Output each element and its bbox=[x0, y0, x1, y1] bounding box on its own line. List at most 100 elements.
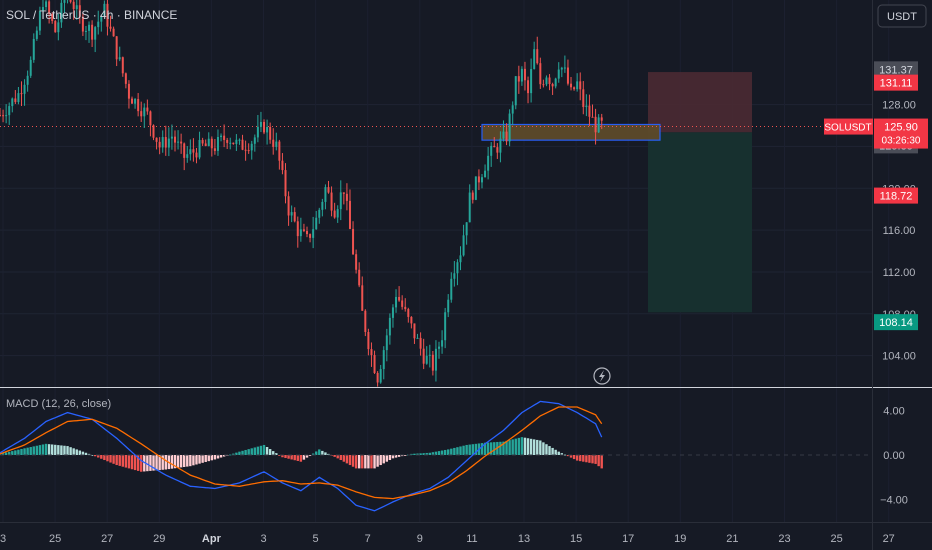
candle-body bbox=[585, 105, 588, 108]
macd-histogram-bar bbox=[201, 455, 204, 463]
candle-body bbox=[247, 150, 250, 152]
macd-histogram-bar bbox=[520, 437, 524, 455]
macd-histogram-bar bbox=[152, 455, 155, 471]
candle-body bbox=[358, 269, 361, 286]
candle-body bbox=[100, 16, 103, 22]
macd-histogram-bar bbox=[434, 451, 438, 455]
candle-body bbox=[523, 68, 526, 81]
candle-body bbox=[259, 121, 262, 127]
candle-body bbox=[161, 137, 164, 148]
candle-body bbox=[530, 69, 533, 94]
macd-histogram-bar bbox=[566, 455, 570, 457]
macd-histogram-bar bbox=[54, 444, 57, 455]
candle-body bbox=[177, 141, 180, 143]
macd-histogram-bar bbox=[4, 452, 8, 455]
candle-body bbox=[23, 84, 26, 94]
time-tick-label: 23 bbox=[778, 533, 790, 545]
macd-histogram-bar bbox=[268, 449, 272, 455]
entry-top-tag-bg bbox=[874, 74, 918, 91]
macd-histogram-bar bbox=[155, 455, 158, 471]
macd-histogram-bar bbox=[302, 455, 306, 460]
symbol-tag: SOLUSDT bbox=[824, 123, 871, 134]
candle-body bbox=[306, 230, 308, 235]
macd-histogram-bar bbox=[75, 449, 78, 455]
macd-histogram-bar bbox=[232, 453, 235, 455]
candle-body bbox=[75, 5, 78, 10]
candle-body bbox=[155, 137, 158, 142]
time-tick-label: 11 bbox=[466, 533, 477, 545]
candle-body bbox=[220, 135, 223, 137]
macd-histogram bbox=[0, 437, 872, 472]
macd-histogram-bar bbox=[526, 438, 530, 455]
candle-body bbox=[11, 98, 14, 107]
candle-body bbox=[293, 212, 296, 222]
lightning-icon-bolt bbox=[599, 370, 605, 382]
macd-histogram-bar bbox=[351, 455, 355, 467]
macd-histogram-bar bbox=[361, 455, 364, 469]
candle-body bbox=[539, 63, 542, 85]
macd-histogram-bar bbox=[585, 455, 588, 463]
macd-histogram-bar bbox=[63, 445, 66, 455]
candle-body bbox=[339, 192, 342, 210]
macd-histogram-bar bbox=[158, 455, 161, 471]
candle-body bbox=[216, 136, 219, 151]
macd-histogram-bar bbox=[1, 453, 5, 455]
candle-body bbox=[134, 99, 137, 104]
macd-histogram-bar bbox=[66, 446, 69, 455]
candle-body bbox=[385, 335, 388, 351]
candle-body bbox=[551, 84, 554, 87]
candle-body bbox=[453, 273, 456, 279]
candle-body bbox=[367, 331, 370, 350]
macd-histogram-bar bbox=[357, 455, 361, 469]
candle-body bbox=[404, 306, 407, 310]
macd-histogram-bar bbox=[213, 455, 217, 460]
macd-histogram-bar bbox=[431, 452, 435, 455]
macd-histogram-bar bbox=[545, 444, 548, 455]
macd-histogram-bar bbox=[336, 455, 339, 459]
macd-histogram-bar bbox=[490, 442, 493, 455]
candle-body bbox=[235, 139, 238, 145]
macd-histogram-bar bbox=[483, 442, 487, 455]
macd-histogram-bar bbox=[20, 448, 23, 455]
macd-histogram-bar bbox=[198, 455, 201, 464]
symbol-title: SOL / TetherUS · 4h · BINANCE bbox=[6, 8, 177, 22]
macd-histogram-bar bbox=[511, 439, 514, 455]
macd-histogram-bar bbox=[468, 444, 471, 455]
macd-histogram-bar bbox=[428, 452, 431, 455]
macd-histogram-bar bbox=[47, 444, 51, 455]
time-tick-label: 5 bbox=[313, 533, 319, 545]
macd-histogram-bar bbox=[502, 441, 505, 455]
lightning-icon bbox=[593, 367, 611, 385]
candle-body bbox=[520, 68, 523, 82]
macd-histogram-bar bbox=[532, 439, 536, 455]
candle-body bbox=[576, 81, 579, 90]
candle-body bbox=[477, 176, 480, 183]
candle-body bbox=[48, 1, 51, 14]
macd-histogram-bar bbox=[296, 455, 299, 461]
macd-histogram-bar bbox=[81, 451, 85, 455]
candle-body bbox=[192, 149, 195, 153]
candle-body bbox=[63, 0, 66, 3]
macd-histogram-bar bbox=[474, 443, 478, 455]
macd-histogram-bar bbox=[287, 455, 290, 459]
macd-histogram-bar bbox=[388, 455, 392, 461]
macd-histogram-bar bbox=[146, 455, 149, 472]
macd-histogram-bar bbox=[400, 455, 404, 457]
macd-histogram-bar bbox=[333, 455, 336, 457]
macd-histogram-bar bbox=[229, 454, 232, 456]
macd-histogram-bar bbox=[422, 453, 425, 455]
candle-body bbox=[462, 235, 465, 256]
macd-histogram-bar bbox=[443, 449, 447, 455]
candle-body bbox=[419, 337, 422, 349]
macd-histogram-bar bbox=[44, 443, 48, 455]
signal-line bbox=[0, 406, 603, 500]
macd-histogram-bar bbox=[572, 455, 576, 460]
macd-histogram-bar bbox=[241, 450, 244, 455]
candle-body bbox=[210, 138, 213, 149]
macd-histogram-bar bbox=[459, 446, 462, 455]
stop-price-tag-bg bbox=[874, 61, 918, 78]
macd-histogram-bar bbox=[569, 455, 573, 458]
candle-body bbox=[223, 135, 226, 140]
candle-body bbox=[487, 155, 490, 171]
